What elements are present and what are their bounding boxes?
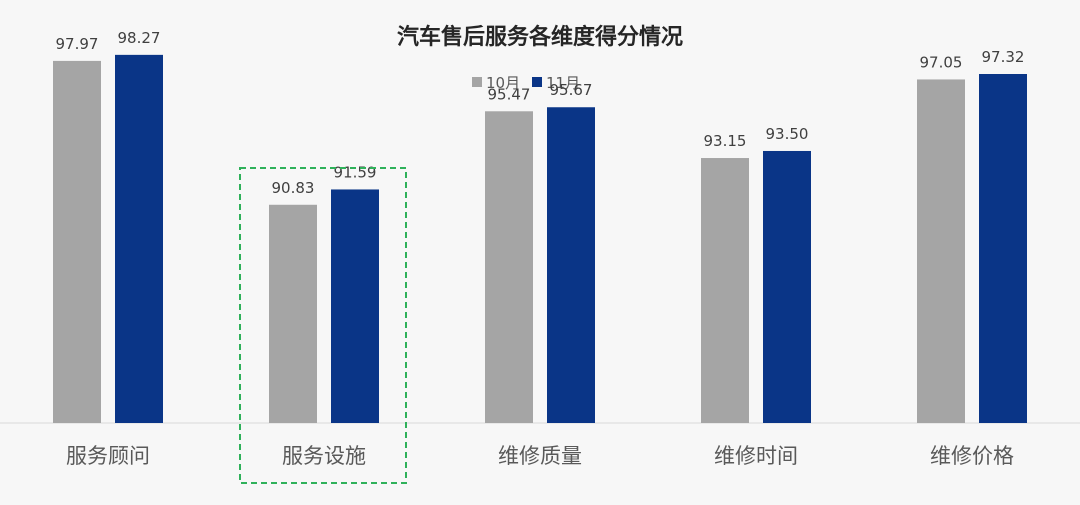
chart-legend: 10月 11月 xyxy=(472,74,580,92)
bar-维修价格-11月 xyxy=(979,74,1027,423)
legend-label-11月: 11月 xyxy=(546,74,580,92)
bar-维修质量-11月 xyxy=(547,107,595,423)
value-label-服务顾问-11月: 98.27 xyxy=(118,29,161,47)
category-label-维修时间: 维修时间 xyxy=(714,444,798,468)
legend-swatch-11月 xyxy=(532,77,542,87)
category-label-服务设施: 服务设施 xyxy=(282,444,366,468)
category-label-维修质量: 维修质量 xyxy=(498,444,582,468)
value-label-维修时间-10月: 93.15 xyxy=(704,132,747,150)
value-label-服务顾问-10月: 97.97 xyxy=(56,35,99,53)
bar-维修时间-10月 xyxy=(701,158,749,423)
value-label-服务设施-10月: 90.83 xyxy=(272,179,315,197)
bar-维修质量-10月 xyxy=(485,111,533,423)
value-label-维修价格-11月: 97.32 xyxy=(982,48,1025,66)
value-label-维修质量-11月: 95.67 xyxy=(550,81,593,99)
value-label-维修价格-10月: 97.05 xyxy=(920,53,963,71)
chart-marks: 97.97 98.27 服务顾问 90.83 91.59 服务设施 95.47 95.67 维修… xyxy=(0,29,1080,484)
bar-维修价格-10月 xyxy=(917,79,965,423)
legend-swatch-10月 xyxy=(472,77,482,87)
bar-维修时间-11月 xyxy=(763,150,811,423)
category-label-服务顾问: 服务顾问 xyxy=(66,444,150,468)
value-label-维修质量-10月: 95.47 xyxy=(488,85,531,103)
chart-title: 汽车售后服务各维度得分情况 xyxy=(397,24,683,50)
highlight-box xyxy=(239,167,407,484)
value-label-服务设施-11月: 91.59 xyxy=(334,163,377,181)
bar-服务设施-10月 xyxy=(269,204,317,423)
value-label-维修时间-11月: 93.50 xyxy=(766,125,809,143)
category-label-维修价格: 维修价格 xyxy=(930,444,1014,468)
bar-服务顾问-10月 xyxy=(53,60,101,423)
legend-label-10月: 10月 xyxy=(486,74,520,92)
bar-服务设施-11月 xyxy=(331,189,379,423)
bar-服务顾问-11月 xyxy=(115,54,163,424)
